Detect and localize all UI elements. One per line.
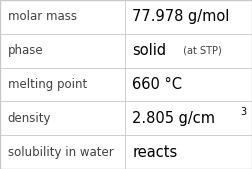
Text: 77.978 g/mol: 77.978 g/mol [132, 9, 230, 24]
Text: reacts: reacts [132, 145, 178, 160]
Text: 2.805 g/cm: 2.805 g/cm [132, 111, 215, 126]
Text: solid: solid [132, 43, 166, 58]
Text: density: density [8, 112, 51, 125]
Text: phase: phase [8, 44, 43, 57]
Text: melting point: melting point [8, 78, 87, 91]
Text: 660 °C: 660 °C [132, 77, 182, 92]
Text: (at STP): (at STP) [180, 46, 222, 56]
Text: 3: 3 [241, 106, 247, 117]
Text: solubility in water: solubility in water [8, 146, 113, 159]
Text: molar mass: molar mass [8, 10, 77, 23]
